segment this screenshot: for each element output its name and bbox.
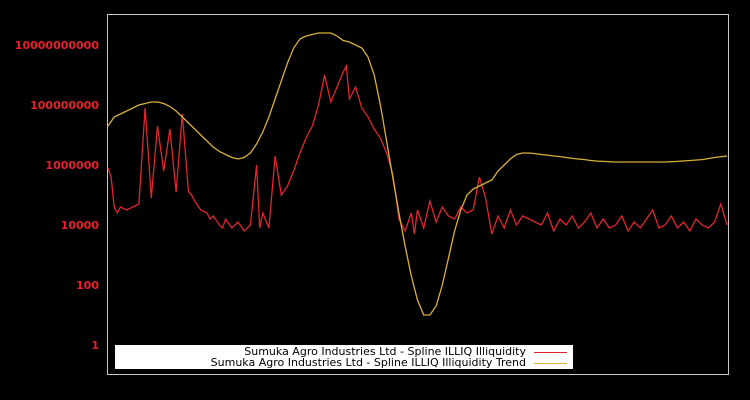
y-tick-label: 10000000000 xyxy=(14,39,99,52)
legend-item-illiquidity: Sumuka Agro Industries Ltd - Spline ILLI… xyxy=(244,346,567,358)
legend-item-illiquidity-trend: Sumuka Agro Industries Ltd - Spline ILLI… xyxy=(211,357,567,369)
y-tick-label: 1 xyxy=(91,339,99,352)
legend-swatch xyxy=(534,351,567,353)
legend: Sumuka Agro Industries Ltd - Spline ILLI… xyxy=(115,345,573,369)
legend-swatch xyxy=(534,362,567,364)
y-tick-label: 10000 xyxy=(60,219,99,232)
series-illiquidity-line xyxy=(107,63,728,235)
y-tick-label: 100000000 xyxy=(30,99,99,112)
y-tick-label: 100 xyxy=(76,279,99,292)
legend-label: Sumuka Agro Industries Ltd - Spline ILLI… xyxy=(244,345,526,358)
legend-label: Sumuka Agro Industries Ltd - Spline ILLI… xyxy=(210,356,526,369)
plot-area xyxy=(107,14,729,375)
y-tick-label: 1000000 xyxy=(45,159,99,172)
series-illiquidity-trend-line xyxy=(107,32,728,316)
